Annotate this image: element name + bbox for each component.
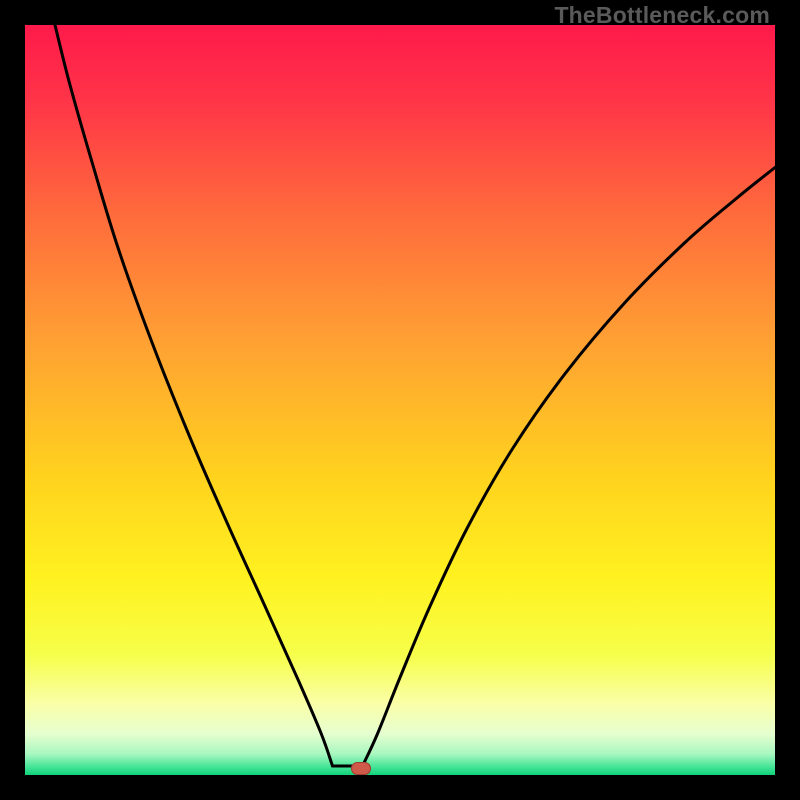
bottleneck-curve	[25, 25, 775, 775]
watermark-text: TheBottleneck.com	[554, 2, 770, 29]
chart-root: TheBottleneck.com	[0, 0, 800, 800]
optimal-point-marker	[351, 762, 371, 776]
plot-area	[25, 25, 775, 775]
